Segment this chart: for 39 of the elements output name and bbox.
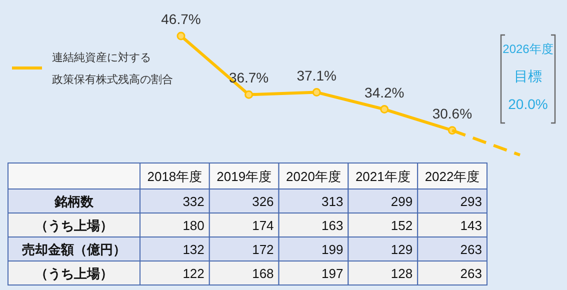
data-label: 30.6% — [432, 105, 472, 122]
legend: 連結純資産に対する政策保有株式残高の割合 — [12, 52, 173, 86]
legend-label: 連結純資産に対する政策保有株式残高の割合 — [52, 51, 173, 86]
annotation: 20.0% — [508, 96, 548, 112]
data-label: 199 — [321, 242, 344, 257]
x-tick-label: 2020年度 — [286, 169, 341, 184]
data-label: 163 — [321, 218, 344, 233]
annotation: 2026年度 — [502, 42, 554, 56]
data-label: 313 — [321, 194, 344, 209]
y-tick-label: 売却金額（億円） — [22, 242, 126, 257]
x-tick-label: 2022年度 — [424, 169, 480, 184]
data-label: 36.7% — [228, 70, 269, 86]
x-tick-label: 2021年度 — [355, 169, 410, 184]
data-label: 332 — [182, 194, 204, 209]
data-label: 129 — [390, 242, 413, 257]
data-label: 172 — [252, 242, 274, 257]
data-label: 168 — [252, 266, 274, 281]
x-tick-label: 2019年度 — [216, 169, 272, 184]
data-label: 174 — [252, 218, 274, 233]
data-label: 293 — [460, 194, 482, 209]
data-label: 152 — [390, 218, 413, 233]
data-label: 263 — [460, 266, 482, 281]
data-label: 299 — [390, 194, 413, 209]
data-label: 197 — [321, 266, 344, 281]
y-tick-label: 銘柄数 — [54, 194, 94, 209]
data-label: 128 — [390, 266, 413, 281]
data-label: 263 — [460, 242, 482, 257]
data-label: 132 — [182, 242, 204, 257]
data-label: 180 — [182, 218, 204, 233]
data-label: 37.1% — [296, 67, 336, 84]
data-label: 46.7% — [161, 11, 201, 27]
data-label: 143 — [460, 218, 482, 233]
data-label: 326 — [252, 194, 274, 209]
data-label: 122 — [182, 266, 204, 281]
x-tick-label: 2018年度 — [147, 169, 202, 184]
data-label: 34.2% — [364, 84, 404, 100]
y-tick-label: （うち上場） — [35, 218, 113, 233]
y-tick-label: （うち上場） — [35, 266, 113, 281]
annotation: 目標 — [514, 68, 542, 84]
